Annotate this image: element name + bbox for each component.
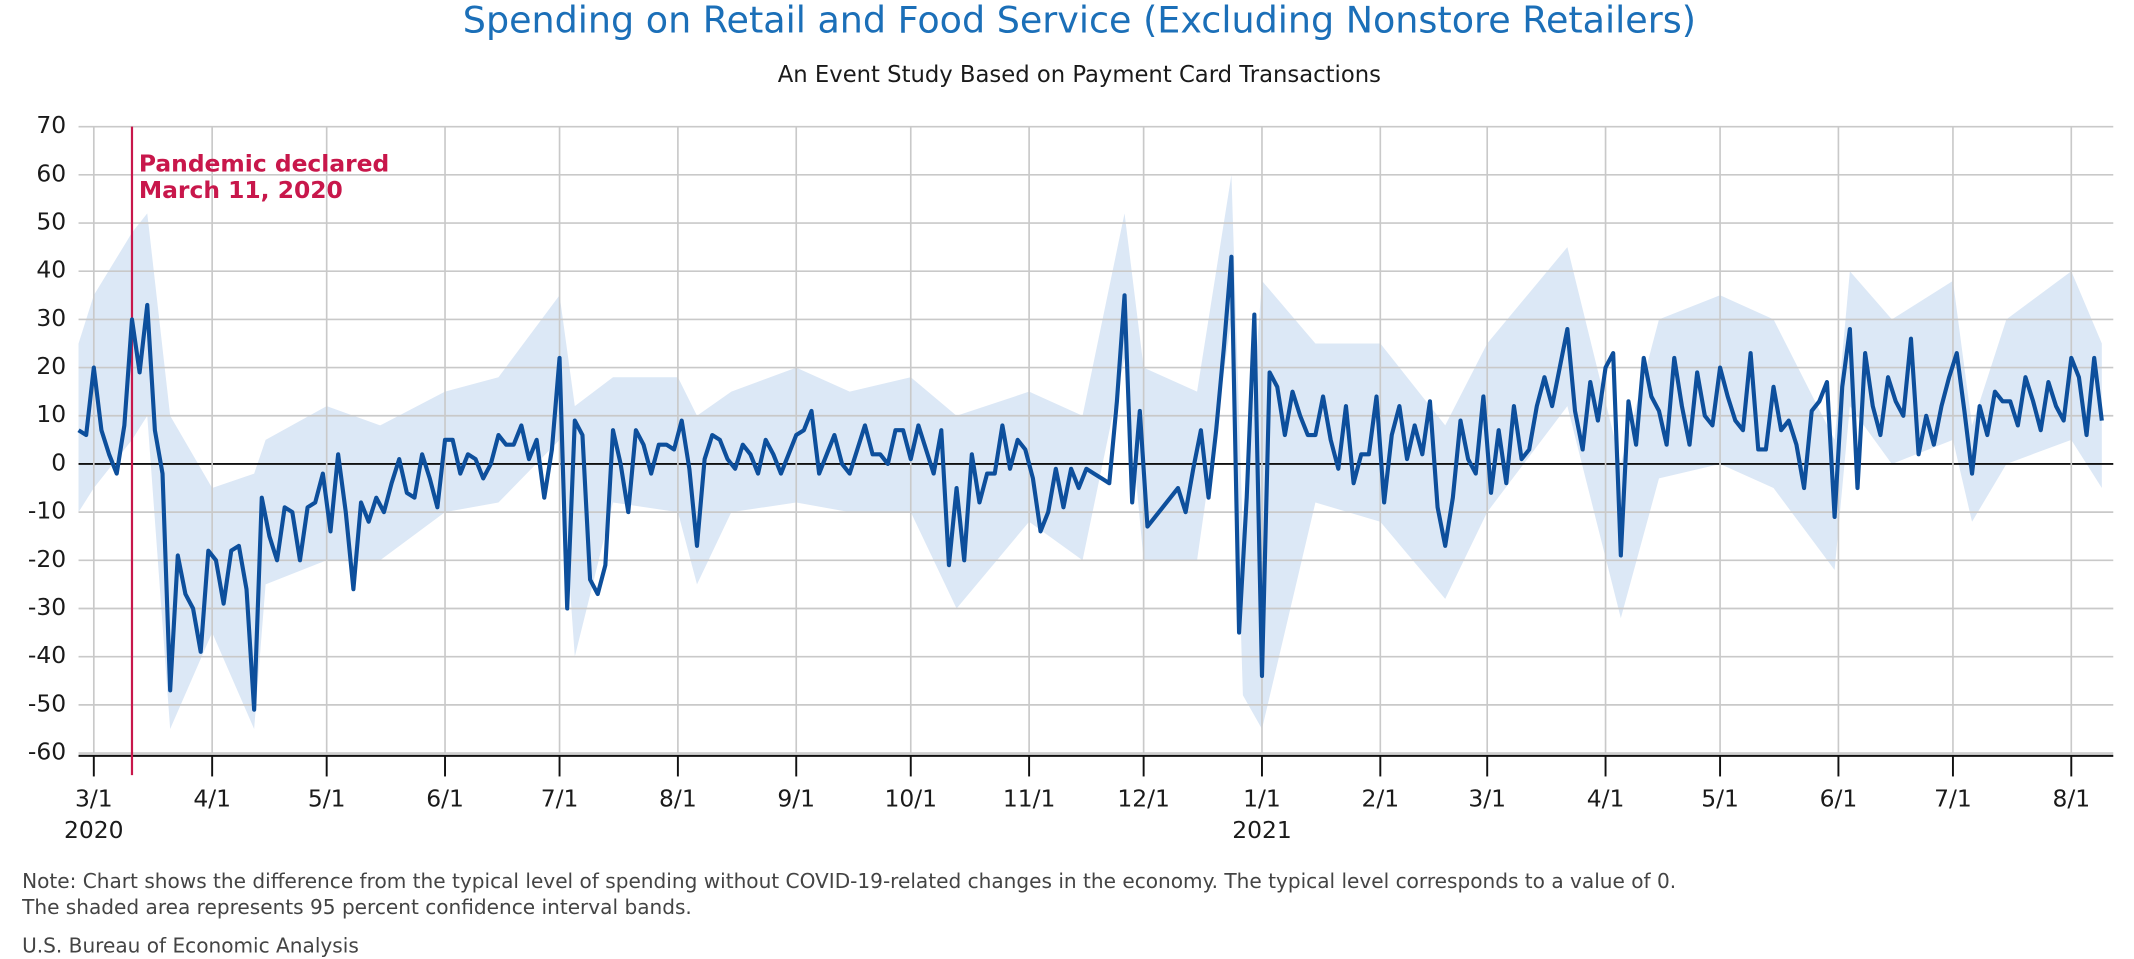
x-tick-label: 6/1 bbox=[1820, 784, 1858, 812]
y-tick-label: -50 bbox=[28, 689, 66, 717]
x-tick-label: 9/1 bbox=[777, 784, 815, 812]
y-tick-label: -60 bbox=[28, 738, 66, 766]
y-tick-label: 60 bbox=[36, 159, 66, 187]
x-tick-label: 10/1 bbox=[884, 784, 937, 812]
note: The shaded area represents 95 percent co… bbox=[21, 895, 692, 919]
y-tick-label: 40 bbox=[36, 256, 66, 284]
x-tick-label: 8/1 bbox=[2052, 784, 2090, 812]
x-tick-label: 1/1 bbox=[1243, 784, 1281, 812]
data-line bbox=[77, 254, 2104, 712]
x-tick-label: 3/1 bbox=[1468, 784, 1506, 812]
y-tick-label: 70 bbox=[36, 111, 66, 139]
confidence-band bbox=[78, 174, 2102, 729]
x-tick-label: 7/1 bbox=[1934, 784, 1972, 812]
source: U.S. Bureau of Economic Analysis bbox=[22, 934, 359, 958]
x-tick-label: 7/1 bbox=[541, 784, 579, 812]
x-tick-label: 12/1 bbox=[1117, 784, 1170, 812]
x-tick-label: 4/1 bbox=[193, 784, 231, 812]
x-tick-label: 11/1 bbox=[1003, 784, 1056, 812]
x-tick-label: 6/1 bbox=[426, 784, 464, 812]
y-tick-label: 0 bbox=[51, 448, 66, 476]
x-tick-label: 4/1 bbox=[1587, 784, 1625, 812]
chart-subtitle: An Event Study Based on Payment Card Tra… bbox=[778, 62, 1381, 88]
x-tick-label: 3/1 bbox=[75, 784, 113, 812]
y-tick-label: 50 bbox=[36, 208, 66, 236]
y-tick-label: -10 bbox=[28, 497, 66, 525]
year-label: 2021 bbox=[1232, 816, 1292, 844]
x-tick-label: 2/1 bbox=[1361, 784, 1399, 812]
x-tick-label: 5/1 bbox=[308, 784, 346, 812]
y-tick-label: -40 bbox=[28, 641, 66, 669]
y-tick-label: -20 bbox=[28, 545, 66, 573]
x-tick-label: 8/1 bbox=[659, 784, 697, 812]
y-tick-label: -30 bbox=[28, 593, 66, 621]
chart-title: Spending on Retail and Food Service (Exc… bbox=[463, 0, 1696, 42]
annotation-text: March 11, 2020 bbox=[139, 176, 343, 204]
x-tick-label: 5/1 bbox=[1701, 784, 1739, 812]
year-label: 2020 bbox=[64, 816, 124, 844]
note: Note: Chart shows the difference from th… bbox=[22, 869, 1676, 893]
y-tick-label: 30 bbox=[36, 304, 66, 332]
annotation-text: Pandemic declared bbox=[139, 150, 389, 178]
y-tick-label: 10 bbox=[36, 400, 66, 428]
y-tick-label: 20 bbox=[36, 352, 66, 380]
